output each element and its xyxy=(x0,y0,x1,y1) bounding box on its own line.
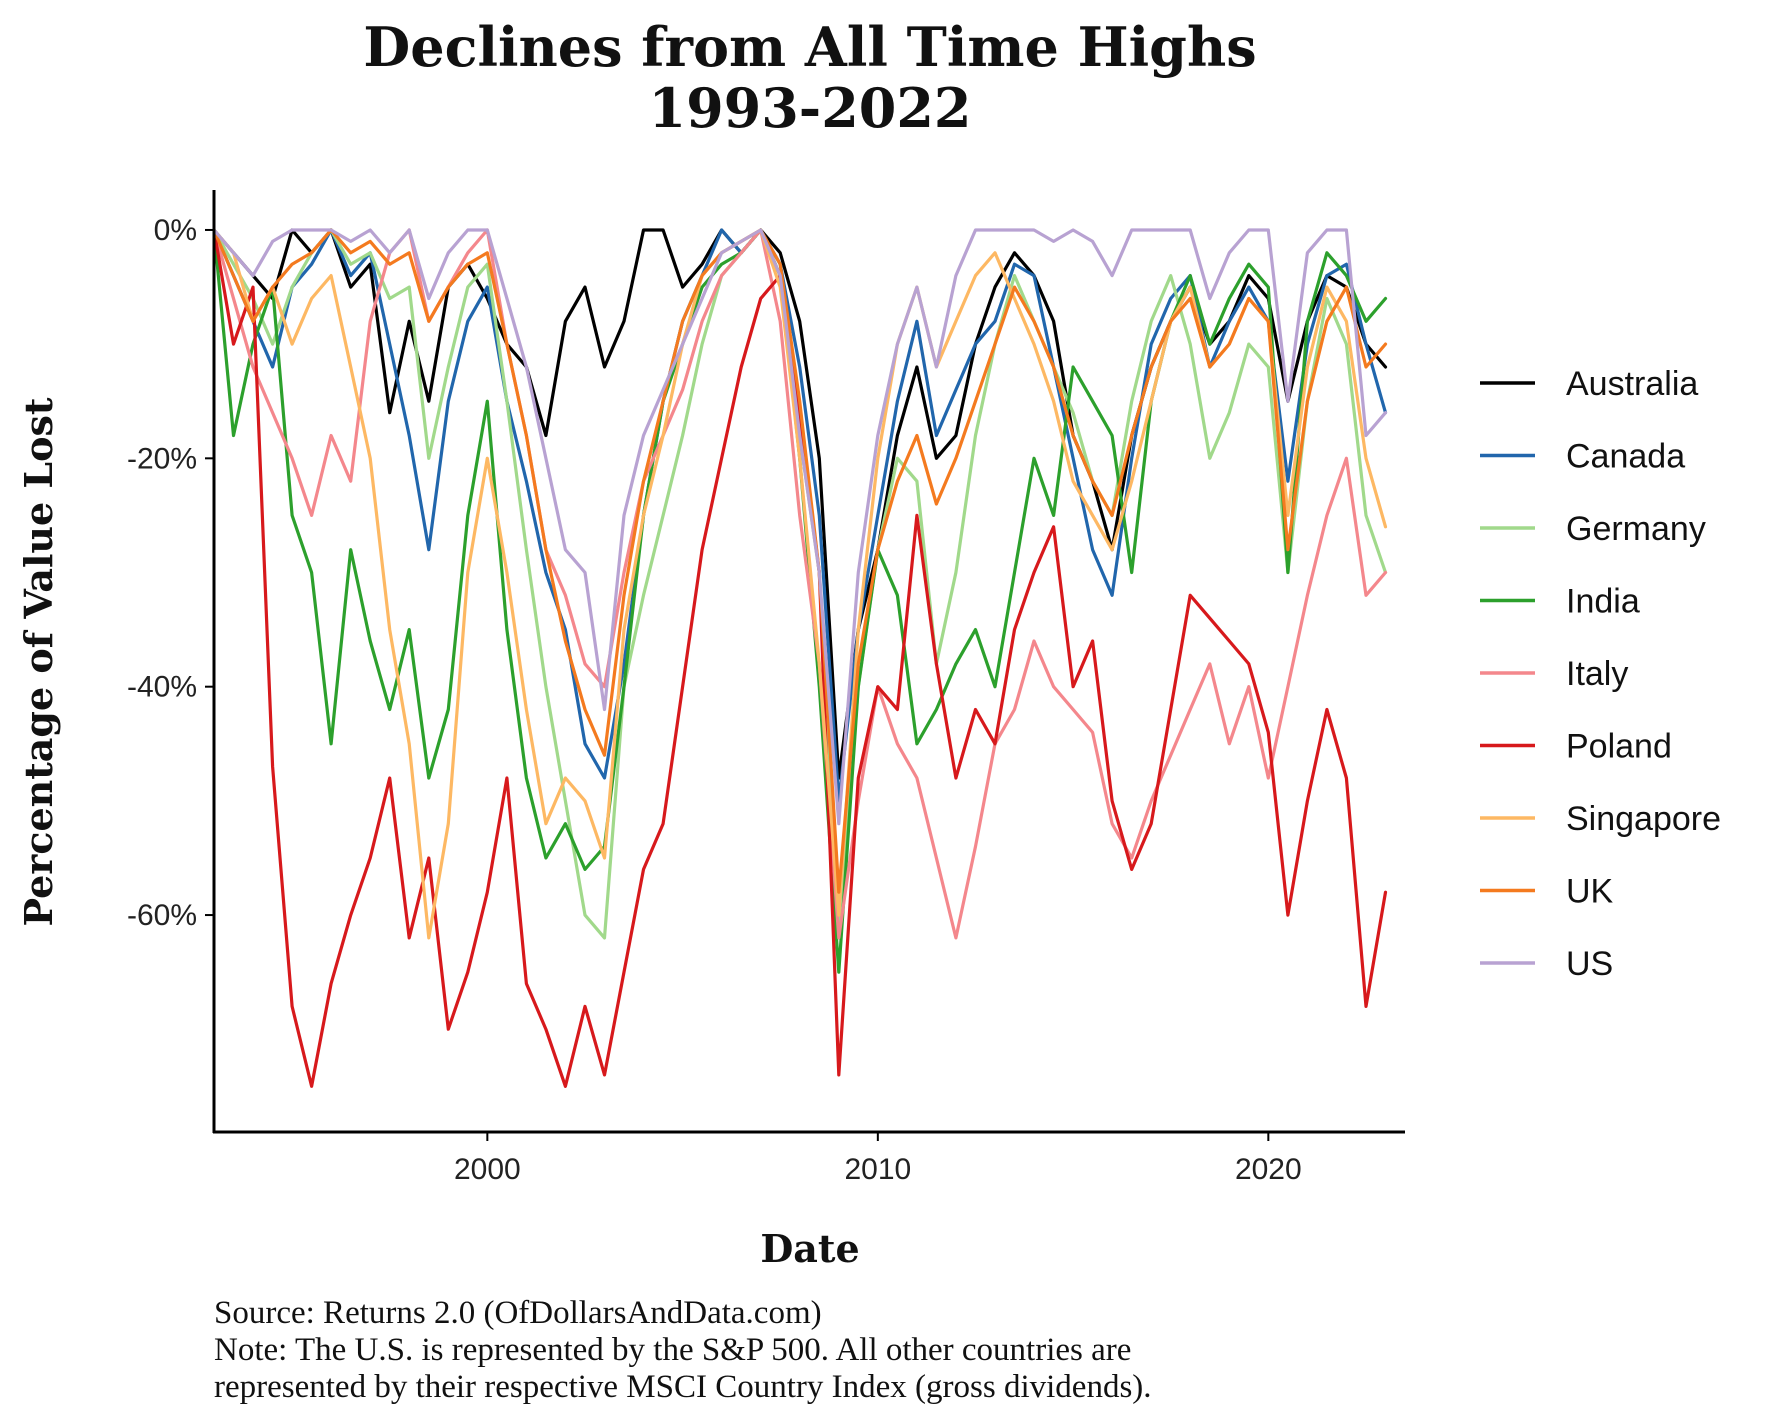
legend-label: Australia xyxy=(1566,365,1698,403)
y-axis-ticks: 0% -20% -40% -60% xyxy=(127,214,214,932)
legend-item-canada: Canada xyxy=(1480,438,1685,476)
legend-item-italy: Italy xyxy=(1480,655,1628,693)
legend-label: UK xyxy=(1566,873,1614,911)
legend-label: Germany xyxy=(1566,510,1706,548)
x-tick-label: 2020 xyxy=(1235,1153,1302,1186)
legend-label: Poland xyxy=(1566,728,1672,766)
caption-note-line-2: represented by their respective MSCI Cou… xyxy=(214,1369,1152,1405)
x-tick-label: 2000 xyxy=(454,1153,521,1186)
legend-label: India xyxy=(1566,583,1640,621)
legend-label: Singapore xyxy=(1566,800,1721,838)
y-tick-label: -20% xyxy=(127,442,197,475)
caption-source: Source: Returns 2.0 (OfDollarsAndData.co… xyxy=(214,1295,822,1331)
caption-note-line-1: Note: The U.S. is represented by the S&P… xyxy=(214,1332,1131,1368)
series-line-germany xyxy=(212,228,1388,940)
x-axis-title: Date xyxy=(760,1226,859,1271)
legend-label: US xyxy=(1566,945,1613,983)
chart-title-line-2: 1993-2022 xyxy=(649,76,972,140)
x-tick-label: 2010 xyxy=(844,1153,911,1186)
series-line-italy xyxy=(212,228,1388,940)
chart-title-line-1: Declines from All Time Highs xyxy=(363,15,1256,79)
series-line-singapore xyxy=(212,228,1388,940)
series-line-us xyxy=(212,228,1388,826)
legend-label: Canada xyxy=(1566,438,1685,476)
legend-item-australia: Australia xyxy=(1480,365,1698,403)
series-line-poland xyxy=(212,228,1388,1088)
legend: Australia Canada Germany India Italy Poland Si… xyxy=(1480,365,1721,983)
legend-label: Italy xyxy=(1566,655,1628,693)
series-lines xyxy=(212,228,1388,1088)
x-axis-ticks: 2000 2010 2020 xyxy=(454,1132,1302,1186)
y-axis-title: Percentage of Value Lost xyxy=(16,397,61,926)
legend-item-us: US xyxy=(1480,945,1613,983)
legend-item-uk: UK xyxy=(1480,873,1614,911)
y-tick-label: 0% xyxy=(154,214,197,247)
y-tick-label: -60% xyxy=(127,899,197,932)
legend-item-germany: Germany xyxy=(1480,510,1706,548)
y-tick-label: -40% xyxy=(127,671,197,704)
legend-item-india: India xyxy=(1480,583,1640,621)
plot-area xyxy=(212,228,1388,1088)
legend-item-poland: Poland xyxy=(1480,728,1672,766)
series-line-uk xyxy=(212,228,1388,894)
legend-item-singapore: Singapore xyxy=(1480,800,1721,838)
